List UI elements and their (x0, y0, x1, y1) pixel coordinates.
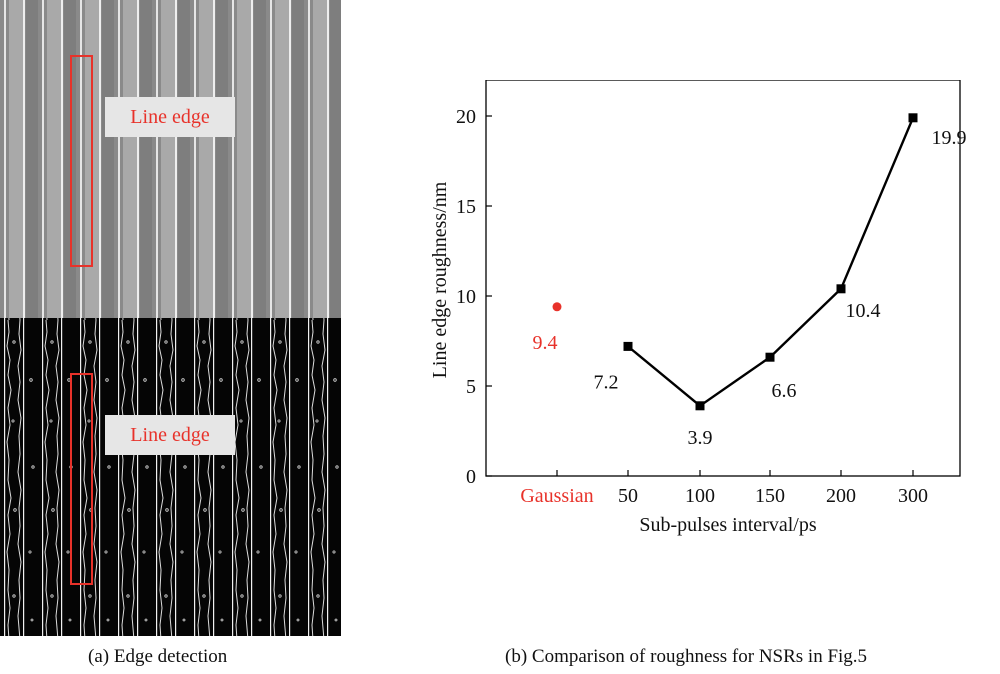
data-point (836, 284, 846, 294)
data-point (552, 302, 562, 312)
data-point (695, 401, 705, 411)
y-tick-label: 10 (456, 286, 476, 308)
edge-image-bottom (0, 318, 341, 636)
data-label: 3.9 (688, 427, 713, 449)
data-label: 9.4 (533, 332, 558, 354)
y-tick-label: 15 (456, 196, 476, 218)
caption-b: (b) Comparison of roughness for NSRs in … (505, 646, 868, 667)
x-tick-label: 300 (898, 485, 928, 507)
edge-detection-micrograph (0, 0, 341, 636)
roughness-chart: 0 5 10 15 20 Gaussian 50 100 150 200 300 Sub-pulses… (429, 80, 967, 536)
line-edge-label-bottom: Line edge (105, 415, 235, 455)
data-label: 6.6 (772, 380, 797, 402)
y-tick-label: 20 (456, 106, 476, 128)
line-edge-highlight-top (70, 55, 93, 267)
x-tick-label: Gaussian (520, 485, 593, 507)
plot-frame (485, 80, 961, 477)
x-tick-label: 50 (618, 485, 638, 507)
x-tick-label: 100 (685, 485, 715, 507)
line-edge-label-top: Line edge (105, 97, 235, 137)
data-point (908, 113, 918, 123)
y-tick-label: 0 (466, 466, 476, 488)
x-tick-label: 150 (755, 485, 785, 507)
data-point (765, 352, 775, 362)
data-label: 7.2 (594, 371, 619, 393)
y-axis-title: Line edge roughness/nm (429, 181, 451, 378)
line-edge-highlight-bottom (70, 373, 93, 585)
x-tick-label: 200 (826, 485, 856, 507)
caption-a: (a) Edge detection (88, 646, 228, 667)
sem-image-top (0, 0, 341, 318)
data-label: 19.9 (932, 127, 967, 149)
data-point (623, 341, 633, 351)
series-line (627, 117, 915, 407)
y-tick-label: 5 (466, 376, 476, 398)
data-label: 10.4 (846, 300, 881, 322)
x-axis-title: Sub-pulses interval/ps (639, 514, 816, 536)
